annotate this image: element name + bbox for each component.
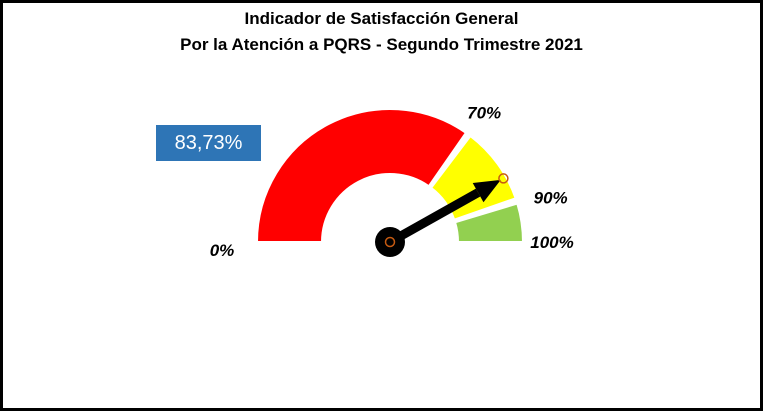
gauge-band-90-100 bbox=[453, 202, 525, 243]
tick-label-90: 90% bbox=[534, 189, 568, 208]
chart-title: Indicador de Satisfacción General bbox=[244, 9, 519, 28]
value-badge: 83,73% bbox=[156, 125, 261, 161]
needle-shaft bbox=[400, 188, 481, 240]
gauge-band-0-70 bbox=[255, 108, 468, 243]
tick-label-100: 100% bbox=[530, 233, 573, 252]
tick-label-0: 0% bbox=[210, 241, 235, 260]
gauge-tick-labels: 0% 70% 90% 100% bbox=[210, 104, 574, 260]
gauge-band-70-90 bbox=[429, 134, 517, 221]
gauge-bands bbox=[255, 108, 525, 243]
needle-hub-marker bbox=[384, 236, 396, 248]
gauge-needle-group bbox=[375, 173, 509, 257]
tick-label-70: 70% bbox=[467, 104, 501, 123]
needle-tip-marker bbox=[498, 173, 509, 184]
needle-hub bbox=[375, 227, 405, 257]
chart-subtitle: Por la Atención a PQRS - Segundo Trimest… bbox=[180, 35, 583, 54]
needle-arrowhead bbox=[472, 179, 501, 203]
